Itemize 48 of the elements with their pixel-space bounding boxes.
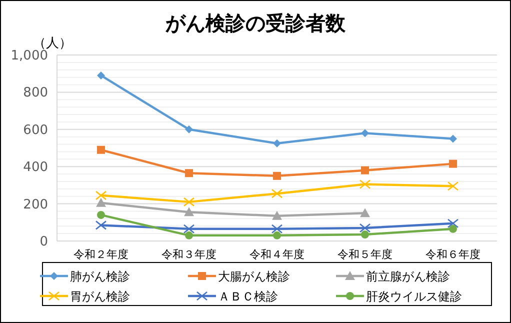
- y-tick-label: 400: [23, 160, 48, 176]
- point: [184, 207, 194, 216]
- point: [273, 231, 281, 240]
- legend-label: 肝炎ウイルス健診: [366, 290, 462, 304]
- point: [97, 71, 105, 80]
- point: [447, 218, 459, 228]
- point: [271, 188, 283, 198]
- y-tick-label: 1,000: [10, 48, 48, 64]
- point: [449, 134, 457, 143]
- x-tick-label: 令和６年度: [426, 248, 480, 261]
- legend-label: ＡＢＣ検診: [218, 290, 278, 304]
- point: [95, 190, 107, 200]
- point: [273, 139, 281, 148]
- legend-label: 胃がん検診: [70, 290, 130, 304]
- point: [359, 180, 371, 189]
- point: [360, 208, 370, 218]
- point: [359, 223, 371, 233]
- y-tick-label: 800: [23, 86, 48, 101]
- chart-title: がん検診の受診者数: [164, 11, 346, 35]
- legend-label: 前立腺がん検診: [366, 270, 450, 284]
- y-tick-label: 200: [23, 197, 48, 212]
- point: [185, 125, 193, 134]
- point: [449, 160, 457, 168]
- point: [183, 197, 195, 207]
- x-tick-label: 令和３年度: [162, 248, 216, 261]
- x-tick-label: 令和４年度: [250, 248, 304, 261]
- y-tick-label: 600: [23, 122, 48, 138]
- legend-label: 大腸がん検診: [218, 270, 290, 284]
- point: [271, 224, 283, 234]
- point: [185, 231, 193, 240]
- point: [361, 230, 369, 238]
- point: [185, 169, 193, 178]
- legend-label: 肺がん検診: [70, 270, 130, 284]
- point: [272, 210, 282, 220]
- point: [361, 129, 369, 138]
- point: [449, 224, 457, 233]
- point: [361, 166, 369, 174]
- point: [96, 198, 106, 207]
- point: [273, 172, 281, 180]
- y-axis-title: （人）: [33, 36, 72, 51]
- y-tick-label: 0: [40, 234, 48, 250]
- point: [447, 181, 459, 191]
- x-tick-label: 令和２年度: [74, 248, 128, 261]
- x-tick-label: 令和５年度: [338, 248, 392, 261]
- point: [183, 224, 195, 234]
- point: [97, 146, 105, 154]
- point: [95, 220, 107, 230]
- point: [97, 210, 105, 219]
